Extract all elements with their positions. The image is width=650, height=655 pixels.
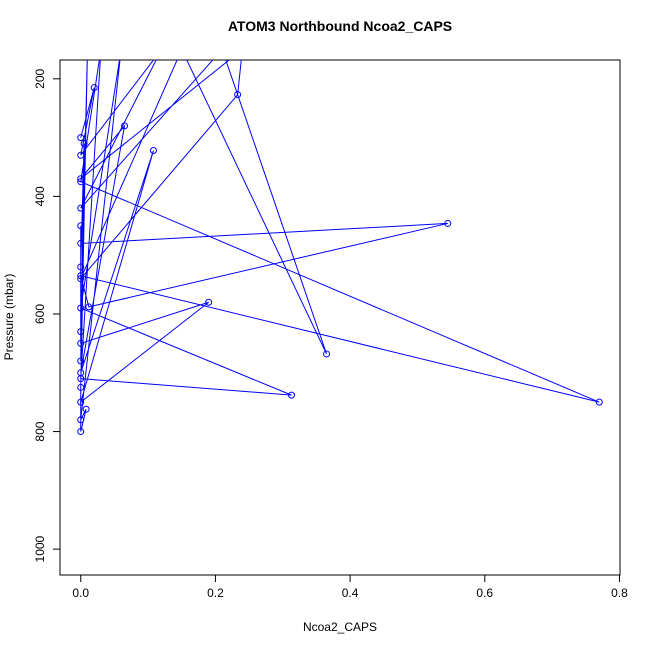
- y-tick-label: 200: [33, 68, 47, 88]
- data-point: [77, 275, 85, 283]
- data-point: [149, 147, 157, 155]
- data-point: [179, 46, 185, 52]
- data-point: [77, 383, 85, 391]
- data-point: [77, 339, 85, 347]
- data-point: [90, 84, 98, 92]
- x-axis-label: Ncoa2_CAPS: [303, 620, 377, 634]
- data-point: [288, 391, 296, 399]
- data-point: [77, 204, 85, 212]
- data-point: [77, 178, 85, 186]
- y-tick-label: 400: [33, 186, 47, 206]
- data-point: [82, 405, 90, 413]
- x-tick-label: 0.4: [342, 586, 359, 600]
- series-line: [79, 60, 600, 432]
- data-point: [77, 428, 85, 436]
- data-point: [239, 46, 245, 52]
- data-point: [219, 46, 225, 52]
- data-point: [98, 46, 104, 52]
- y-tick-label: 600: [33, 304, 47, 324]
- data-point: [323, 350, 331, 358]
- data-point: [77, 416, 85, 424]
- data-point: [118, 46, 124, 52]
- data-point: [84, 46, 90, 52]
- y-axis-label: Pressure (mbar): [2, 274, 16, 361]
- data-point: [234, 91, 242, 99]
- data-point: [77, 222, 85, 230]
- data-point: [205, 298, 213, 306]
- data-point: [77, 328, 85, 336]
- data-point: [77, 398, 85, 406]
- y-tick-label: 1000: [33, 535, 47, 562]
- y-tick-label: 800: [33, 421, 47, 441]
- x-tick-label: 0.8: [611, 586, 628, 600]
- data-point: [77, 357, 85, 365]
- chart-title: ATOM3 Northbound Ncoa2_CAPS: [228, 18, 452, 34]
- data-point: [444, 219, 452, 227]
- data-point: [121, 122, 129, 130]
- x-tick-label: 0.6: [476, 586, 493, 600]
- data-point: [77, 263, 85, 271]
- data-point: [77, 272, 85, 280]
- data-point: [77, 304, 85, 312]
- data-point: [595, 398, 603, 406]
- x-tick-label: 0.0: [72, 586, 89, 600]
- data-point: [77, 134, 85, 142]
- x-tick-label: 0.2: [207, 586, 224, 600]
- data-point: [85, 303, 93, 311]
- data-point: [77, 375, 85, 383]
- data-point: [80, 139, 88, 147]
- data-point: [159, 46, 165, 52]
- plot-area: [77, 46, 603, 436]
- data-point: [77, 175, 85, 183]
- data-point: [77, 151, 85, 159]
- data-point: [77, 239, 85, 247]
